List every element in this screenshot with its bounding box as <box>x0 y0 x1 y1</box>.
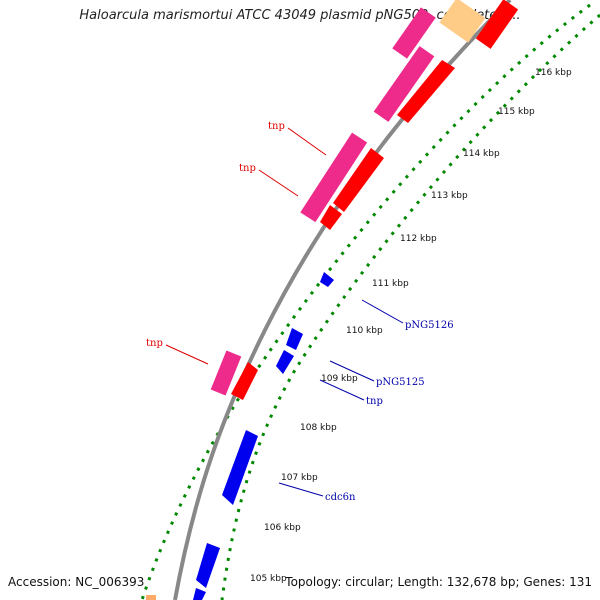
summary-text: Topology: circular; Length: 132,678 bp; … <box>285 575 592 589</box>
gene-label: pNG5125 <box>376 377 425 388</box>
leader-line <box>278 482 324 497</box>
cds-red-4 <box>320 205 342 230</box>
accession-text: Accession: NC_006393 <box>8 575 145 589</box>
leader-line <box>319 379 365 401</box>
cds-blue-5 <box>196 543 220 588</box>
cds-blue-1 <box>320 272 334 287</box>
tick-label: 105 kbp <box>250 574 287 584</box>
cds-red-3 <box>333 148 384 212</box>
gene-label: tnp <box>239 163 256 174</box>
leader-line <box>287 127 327 156</box>
leader-line <box>361 299 404 324</box>
tick-label: 115 kbp <box>498 107 535 117</box>
backbone <box>173 0 512 600</box>
tick-label: 112 kbp <box>400 234 437 244</box>
cds-outer-1 <box>392 7 436 59</box>
tick-label: 116 kbp <box>535 68 572 78</box>
gene-label: tnp <box>146 338 163 349</box>
cds-blue-6 <box>193 588 206 600</box>
leader-line <box>329 360 375 382</box>
gene-label: cdc6n <box>325 492 356 503</box>
cds-red-2 <box>397 60 455 123</box>
cds-red-1 <box>475 0 519 49</box>
gene-label: tnp <box>268 121 285 132</box>
map-title: Haloarcula marismortui ATCC 43049 plasmi… <box>79 8 521 23</box>
tick-label: 109 kbp <box>321 374 358 384</box>
tick-label: 108 kbp <box>300 423 337 433</box>
gene-label: pNG5126 <box>405 320 454 331</box>
cds-outer-2 <box>373 46 435 122</box>
gene-label: tnp <box>366 396 383 407</box>
highlight-region <box>439 0 486 43</box>
cds-blue-2 <box>286 328 303 350</box>
cds-outer-4 <box>210 350 242 396</box>
cds-red-5 <box>231 362 258 400</box>
tick-label: 107 kbp <box>281 473 318 483</box>
cds-blue-4 <box>222 430 258 505</box>
leader-line <box>258 169 299 197</box>
tick-label: 114 kbp <box>463 149 500 159</box>
leader-line <box>165 344 209 365</box>
tick-label: 110 kbp <box>346 326 383 336</box>
tick-label: 106 kbp <box>264 523 301 533</box>
small-marker <box>146 595 156 600</box>
cds-outer-3 <box>300 132 368 223</box>
tick-label: 113 kbp <box>431 191 468 201</box>
cds-blue-3 <box>276 350 294 374</box>
tick-label: 111 kbp <box>372 279 409 289</box>
